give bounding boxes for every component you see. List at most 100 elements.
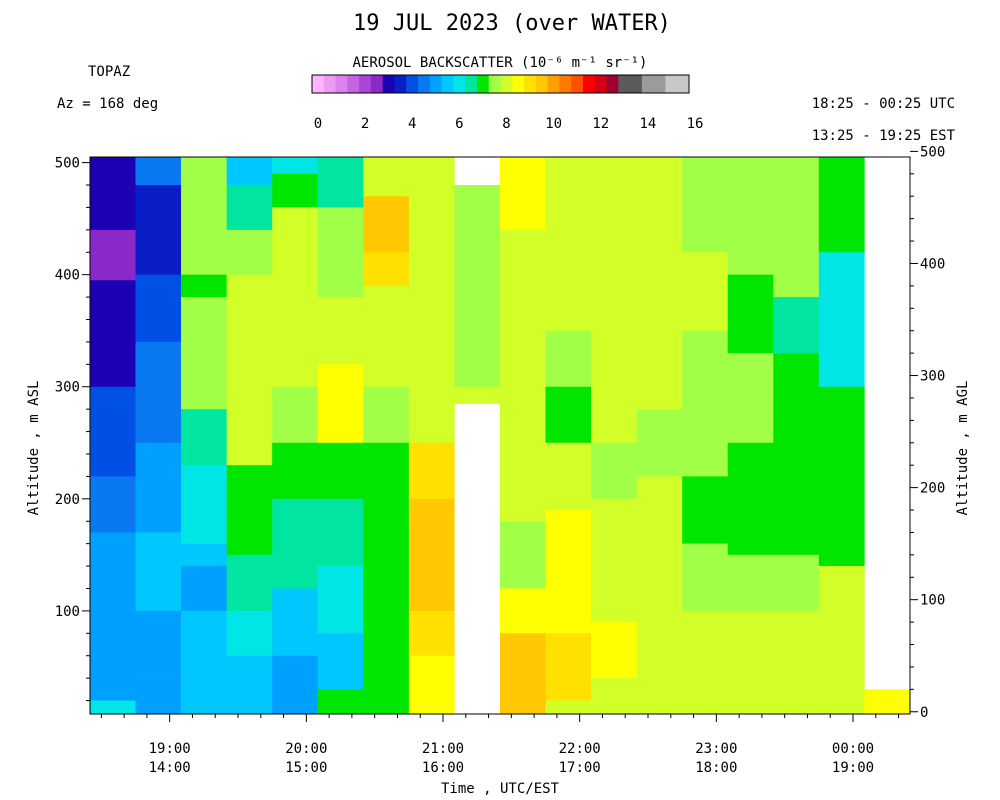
colorbar [311, 74, 690, 94]
heatmap-cell [90, 280, 136, 388]
x-tick-label-est: 15:00 [285, 760, 327, 776]
heatmap-cell [545, 577, 592, 634]
colorbar-swatch [571, 75, 584, 93]
heatmap-cell [591, 498, 637, 578]
y-axis-right: 0 100 200 300 400 500 [910, 144, 945, 721]
heatmap-cell [226, 554, 273, 612]
x-tick-label-est: 18:00 [695, 760, 737, 776]
heatmap-cell [818, 386, 865, 444]
colorbar-swatch [359, 75, 372, 93]
y-right-tick-label: 300 [920, 369, 945, 385]
colorbar-swatch [465, 75, 478, 93]
heatmap-cell [226, 274, 273, 388]
heatmap-cell [591, 442, 637, 500]
heatmap-cells [90, 157, 911, 715]
heatmap-cell [317, 364, 364, 444]
heatmap-cell [363, 196, 410, 253]
y-left-tick-label: 300 [55, 380, 80, 396]
colorbar-swatch [535, 75, 549, 93]
heatmap-cell [181, 566, 227, 612]
x-tick-label-utc: 23:00 [695, 741, 737, 757]
heatmap-cell [591, 241, 637, 354]
heatmap-cell [272, 442, 318, 500]
y-left-tick-label: 400 [55, 268, 80, 284]
colorbar-swatch [524, 75, 537, 93]
colorbar-swatch [441, 75, 454, 93]
colorbar-swatch [418, 75, 431, 93]
heatmap-cell [545, 442, 592, 511]
time-range-est: 13:25 - 19:25 EST [812, 128, 956, 144]
colorbar-tick-label: 10 [545, 116, 562, 132]
colorbar-swatch [606, 75, 619, 93]
heatmap-cell [818, 566, 865, 612]
heatmap-cell [408, 375, 455, 444]
heatmap-cell [408, 498, 455, 544]
heatmap-cell [226, 655, 273, 715]
heatmap-cell [636, 476, 683, 556]
heatmap-cell [682, 678, 728, 715]
heatmap-cell [135, 341, 182, 444]
heatmap-cell [272, 157, 318, 175]
heatmap-cell [90, 532, 136, 657]
heatmap-cell [727, 353, 774, 444]
colorbar-title: AEROSOL BACKSCATTER (10⁻⁶ m⁻¹ sr⁻¹) [352, 55, 647, 71]
colorbar-tick-label: 2 [361, 116, 369, 132]
site-name: TOPAZ [88, 64, 130, 80]
colorbar-swatch [453, 75, 466, 93]
heatmap-cell [545, 700, 592, 715]
heatmap-cell [317, 689, 364, 715]
heatmap-cell [773, 610, 820, 679]
heatmap-cell [317, 442, 364, 500]
heatmap-cell [181, 157, 227, 275]
y-axis-label-right: Altitude , m AGL [955, 381, 971, 516]
heatmap-cell [818, 610, 865, 679]
heatmap-cell [591, 577, 637, 623]
heatmap-cell [500, 330, 546, 444]
y-right-tick-label: 500 [920, 144, 945, 160]
heatmap-cell [317, 633, 364, 690]
x-axis: 19:00 14:00 20:00 15:00 21:00 16:00 22:00 17:00… [100, 714, 900, 776]
heatmap-cell [864, 689, 911, 715]
x-tick-label-utc: 19:00 [149, 741, 191, 757]
heatmap-cell [682, 610, 728, 679]
x-tick-label-est: 16:00 [422, 760, 464, 776]
heatmap-cell [181, 465, 227, 544]
y-right-tick-label: 400 [920, 256, 945, 272]
y-left-tick-label: 100 [55, 604, 80, 620]
heatmap-cell [545, 386, 592, 444]
x-tick-label-est: 14:00 [149, 760, 191, 776]
x-tick-label-utc: 00:00 [832, 741, 874, 757]
heatmap-cell [636, 689, 683, 715]
colorbar-swatch [677, 75, 690, 93]
heatmap-cell [682, 157, 728, 253]
heatmap-cell [818, 521, 865, 567]
heatmap-cell [272, 655, 318, 715]
x-tick-label-est: 17:00 [559, 760, 601, 776]
heatmap-cell [90, 157, 136, 231]
x-tick-label-utc: 22:00 [559, 741, 601, 757]
heatmap-cell [682, 330, 728, 410]
heatmap-cell [818, 252, 865, 388]
heatmap-cell [363, 252, 410, 287]
heatmap-cell [545, 510, 592, 578]
heatmap-cell [545, 633, 592, 701]
heatmap-cell [773, 157, 820, 298]
heatmap-cell [272, 386, 318, 444]
colorbar-swatch [630, 75, 643, 93]
heatmap-cell [90, 476, 136, 533]
heatmap-cell [181, 610, 227, 715]
heatmap-cell [272, 588, 318, 657]
heatmap-cell [500, 442, 546, 522]
heatmap-cell [818, 442, 865, 522]
heatmap-cell [727, 442, 774, 500]
heatmap-cell [545, 218, 592, 332]
y-right-tick-label: 200 [920, 481, 945, 497]
heatmap-cell [500, 229, 546, 332]
heatmap-cell [408, 543, 455, 612]
heatmap-cell [181, 297, 227, 410]
x-tick-label-utc: 21:00 [422, 741, 464, 757]
heatmap-cell [727, 274, 774, 354]
heatmap-cell [591, 622, 637, 679]
heatmap-cell [363, 498, 410, 556]
